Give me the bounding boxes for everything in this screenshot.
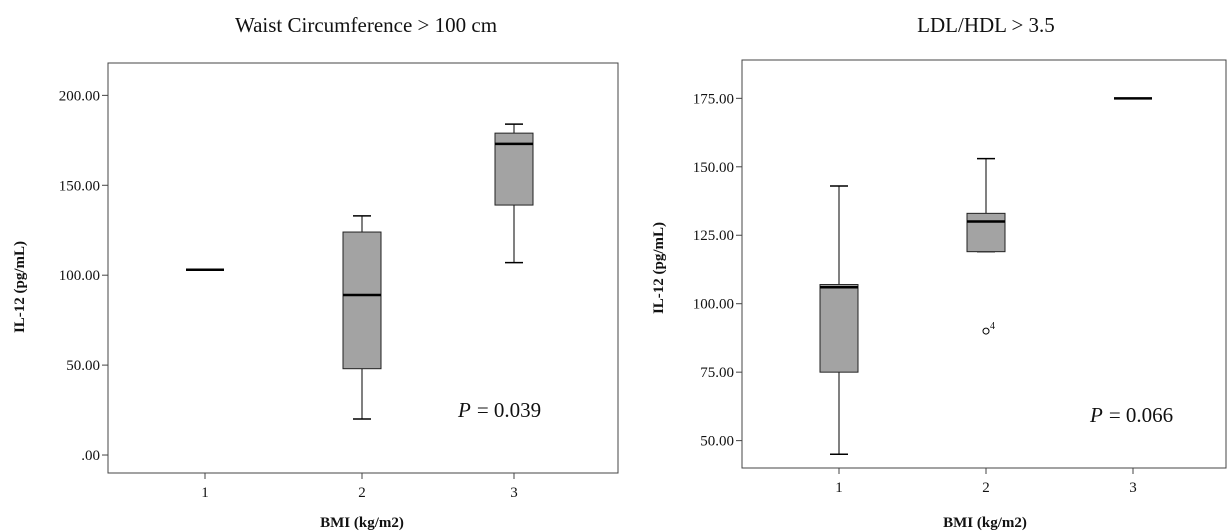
y-ticks: .00 50.00 100.00 150.00 200.00	[59, 88, 108, 464]
p-value: = 0.066	[1109, 403, 1173, 427]
x-ticks: 1 2 3	[201, 473, 518, 501]
y-tick-label: 150.00	[693, 160, 734, 176]
x-tick-label: 3	[510, 485, 518, 501]
boxes	[186, 124, 533, 419]
chart-title: Waist Circumference > 100 cm	[235, 13, 497, 37]
x-tick-label: 2	[358, 485, 366, 501]
x-tick-label: 3	[1129, 480, 1137, 496]
y-tick-label: 150.00	[59, 178, 100, 194]
box-plot-1	[820, 186, 858, 454]
p-symbol: P	[1089, 403, 1103, 427]
y-axis-label: IL-12 (pg/mL)	[12, 241, 28, 333]
boxes	[820, 98, 1152, 454]
p-value: = 0.039	[477, 398, 541, 422]
outlier-label: 4	[990, 321, 995, 332]
x-axis-label: BMI (kg/m2)	[320, 515, 404, 531]
y-axis-label: IL-12 (pg/mL)	[651, 222, 667, 314]
y-tick-label: 75.00	[700, 365, 734, 381]
y-ticks: 50.00 75.00 100.00 125.00 150.00 175.00	[693, 91, 742, 449]
chart-panel-ldl-hdl: LDL/HDL > 3.5 BMI (kg/m2) IL-12 (pg/mL) …	[651, 13, 1226, 531]
y-tick-label: .00	[81, 448, 100, 464]
p-value-annotation: P = 0.066	[1089, 403, 1173, 427]
x-ticks: 1 2 3	[835, 468, 1137, 496]
x-tick-label: 2	[982, 480, 990, 496]
chart-panel-waist: Waist Circumference > 100 cm BMI (kg/m2)…	[12, 13, 618, 531]
y-tick-label: 100.00	[59, 268, 100, 284]
x-tick-label: 1	[201, 485, 209, 501]
x-tick-label: 1	[835, 480, 843, 496]
outlier-point	[983, 328, 989, 334]
box-plot-2	[343, 216, 381, 419]
iqr-box	[343, 232, 381, 369]
y-tick-label: 175.00	[693, 91, 734, 107]
p-value-annotation: P = 0.039	[457, 398, 541, 422]
y-tick-label: 100.00	[693, 297, 734, 313]
box-plot-2	[967, 159, 1005, 252]
box-plot-3	[495, 124, 533, 262]
y-tick-label: 200.00	[59, 88, 100, 104]
iqr-box	[820, 285, 858, 373]
iqr-box	[967, 213, 1005, 251]
x-axis-label: BMI (kg/m2)	[943, 515, 1027, 531]
chart-title: LDL/HDL > 3.5	[917, 13, 1055, 37]
y-tick-label: 125.00	[693, 228, 734, 244]
outliers: 4	[983, 321, 995, 334]
y-tick-label: 50.00	[700, 434, 734, 450]
p-symbol: P	[457, 398, 471, 422]
y-tick-label: 50.00	[66, 358, 100, 374]
